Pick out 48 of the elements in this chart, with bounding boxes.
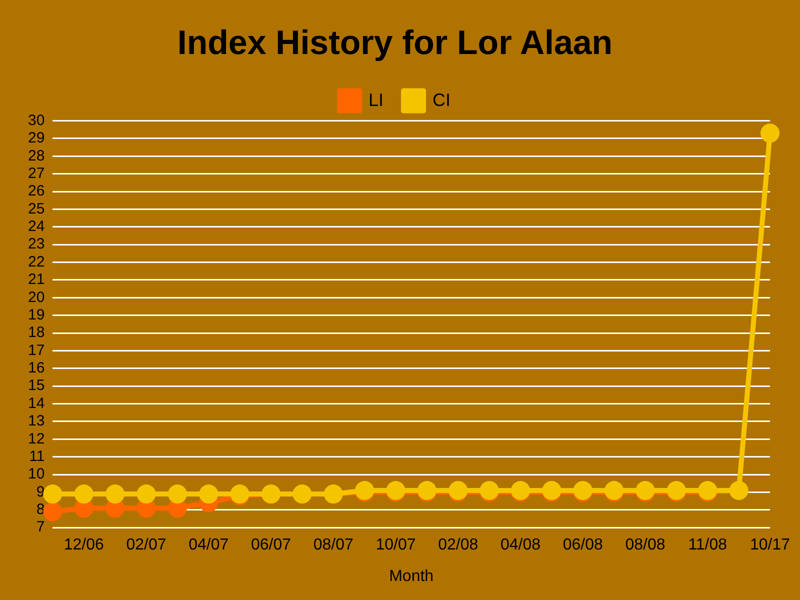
point xyxy=(760,124,780,143)
y-tick-label: 28 xyxy=(28,147,45,164)
chart-title: Index History for Lor Alaan xyxy=(177,24,613,62)
y-tick-label: 21 xyxy=(28,271,45,288)
y-tick-label: 26 xyxy=(28,182,45,200)
y-tick-label: 11 xyxy=(29,448,45,465)
y-tick-label: 27 xyxy=(28,165,45,182)
x-tick-label: 11/08 xyxy=(688,536,728,554)
x-tick-label: 10/17 xyxy=(750,536,790,554)
point xyxy=(106,484,125,504)
x-tick-label: 06/07 xyxy=(250,536,292,554)
legend-label: LI xyxy=(368,90,384,110)
x-axis-title: Month xyxy=(389,568,434,585)
y-tick-label: 9 xyxy=(36,483,45,500)
y-tick-label: 18 xyxy=(28,324,45,342)
legend-label: CI xyxy=(432,90,451,110)
point xyxy=(43,484,62,504)
x-tick-label: 08/08 xyxy=(625,536,666,554)
point xyxy=(168,484,187,504)
y-tick-label: 14 xyxy=(28,394,45,412)
x-tick-label: 02/07 xyxy=(126,536,166,554)
x-tick-label: 10/07 xyxy=(376,536,416,554)
y-tick-label: 19 xyxy=(28,306,45,324)
point xyxy=(199,484,218,504)
x-tick-label: 06/08 xyxy=(562,536,603,554)
y-tick-label: 13 xyxy=(28,412,45,430)
y-tick-label: 29 xyxy=(28,130,45,147)
x-tick-label: 02/08 xyxy=(438,536,478,554)
y-tick-label: 23 xyxy=(28,236,45,253)
y-tick-label: 16 xyxy=(28,360,45,377)
point xyxy=(43,502,62,522)
y-tick-label: 10 xyxy=(28,466,45,483)
y-tick-label: 24 xyxy=(28,218,45,236)
point xyxy=(136,484,156,504)
y-tick-label: 20 xyxy=(28,288,45,306)
y-tick-label: 12 xyxy=(28,430,45,448)
x-tick-label: 04/08 xyxy=(500,536,541,554)
x-tick-label: 08/07 xyxy=(313,536,354,554)
x-tick-label: 12/06 xyxy=(64,536,104,554)
y-tick-label: 7 xyxy=(36,518,45,536)
y-tick-label: 15 xyxy=(28,377,45,394)
x-tick-label: 04/07 xyxy=(188,536,229,554)
y-tick-label: 22 xyxy=(28,253,45,270)
y-tick-label: 30 xyxy=(28,112,45,129)
y-tick-label: 8 xyxy=(36,501,45,518)
y-tick-label: 17 xyxy=(28,342,45,359)
point xyxy=(74,484,94,504)
y-tick-label: 25 xyxy=(28,200,45,218)
